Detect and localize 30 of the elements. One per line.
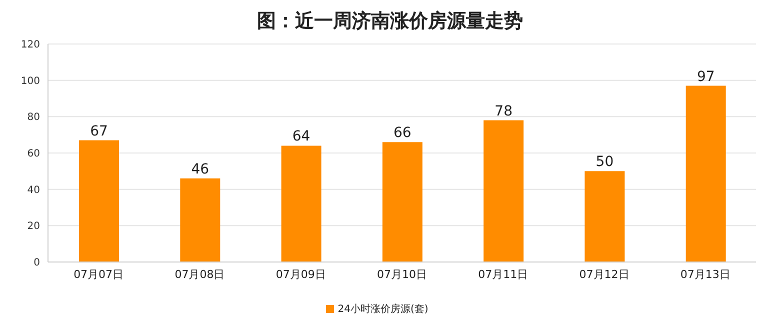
- x-tick-label: 07月08日: [174, 268, 225, 281]
- x-tick-label: 07月07日: [74, 268, 124, 281]
- bar: [484, 120, 524, 262]
- y-tick-label: 100: [20, 76, 40, 87]
- x-tick-label: 07月09日: [276, 268, 326, 281]
- x-tick-label: 07月11日: [478, 268, 528, 281]
- data-label: 66: [394, 125, 412, 142]
- chart-title: 图：近一周济南涨价房源量走势: [256, 9, 524, 34]
- bar: [281, 146, 322, 262]
- data-label: 67: [90, 123, 108, 140]
- bar: [584, 171, 625, 262]
- data-label: 64: [292, 128, 310, 145]
- y-tick-label: 20: [27, 221, 40, 232]
- bar: [382, 142, 422, 262]
- bar: [180, 178, 220, 262]
- bar: [79, 140, 119, 262]
- legend-label: 24小时涨价房源(套): [338, 304, 428, 315]
- bar: [686, 86, 726, 262]
- data-label: 46: [191, 161, 210, 178]
- y-tick-label: 0: [34, 258, 40, 269]
- data-label: 50: [596, 154, 614, 170]
- data-label: 78: [494, 103, 512, 120]
- data-label: 97: [696, 68, 715, 85]
- y-tick-label: 40: [27, 184, 40, 196]
- x-tick-label: 07月10日: [377, 268, 427, 281]
- x-tick-label: 07月12日: [579, 268, 630, 281]
- y-tick-label: 80: [27, 112, 40, 124]
- y-tick-label: 60: [27, 148, 40, 160]
- x-tick-label: 07月13日: [680, 268, 730, 281]
- y-tick-label: 120: [20, 40, 40, 51]
